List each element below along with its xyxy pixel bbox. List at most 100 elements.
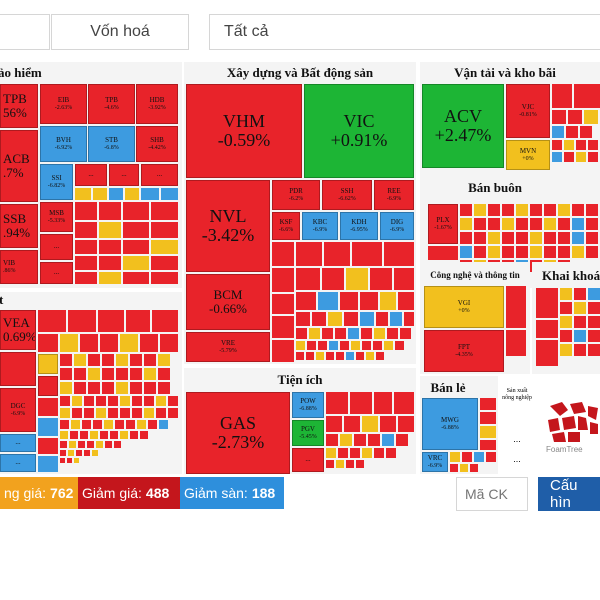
tile-small[interactable]: [114, 441, 121, 448]
tile-ssi[interactable]: SSI -6.82%: [40, 164, 73, 200]
tile-small[interactable]: [506, 330, 526, 356]
tile-small[interactable]: [536, 288, 558, 318]
tile-small[interactable]: [272, 294, 294, 314]
tile-small[interactable]: [158, 368, 170, 380]
tile-tpb[interactable]: TPB -4.6%: [88, 84, 135, 124]
tile-small[interactable]: [560, 288, 572, 300]
tile-small[interactable]: [38, 354, 58, 374]
tile-small[interactable]: [272, 340, 294, 362]
tile-small[interactable]: [38, 334, 58, 352]
tile-small[interactable]: [382, 434, 394, 446]
tile-small[interactable]: [568, 110, 582, 124]
tile-more-h[interactable]: ...: [292, 448, 324, 472]
tile-small[interactable]: [340, 341, 349, 350]
tile-small[interactable]: [574, 288, 586, 300]
tile-small[interactable]: [474, 246, 486, 258]
tile-more-f[interactable]: ...: [0, 434, 36, 452]
tile-small[interactable]: [586, 218, 598, 230]
tile-small[interactable]: [488, 218, 500, 230]
tile-small[interactable]: [398, 292, 414, 310]
tile-small[interactable]: [344, 416, 360, 432]
tile-small[interactable]: [572, 232, 584, 244]
tile-small[interactable]: [144, 382, 156, 394]
tile-small[interactable]: [346, 460, 354, 468]
tile-small[interactable]: [474, 232, 486, 244]
tile-small[interactable]: [428, 246, 458, 260]
tile-mvn[interactable]: MVN +0%: [506, 140, 550, 170]
tile-small[interactable]: [60, 441, 67, 448]
tile-small[interactable]: [574, 84, 600, 108]
tile-small[interactable]: [96, 396, 106, 406]
tile-vjc[interactable]: VJC -0.81%: [506, 84, 550, 138]
tile-small[interactable]: [318, 292, 338, 310]
tile-small[interactable]: [38, 418, 58, 436]
tile-small[interactable]: [140, 334, 158, 352]
tile-small[interactable]: [168, 408, 178, 418]
tile-small[interactable]: [78, 441, 85, 448]
tile-small[interactable]: [156, 396, 166, 406]
tile-small[interactable]: [110, 431, 118, 439]
tile-small[interactable]: [75, 256, 97, 270]
tile-small[interactable]: [116, 382, 128, 394]
more-dots[interactable]: ...: [513, 434, 521, 444]
tile-small[interactable]: [60, 396, 70, 406]
tile-small[interactable]: [502, 232, 514, 244]
tile-small[interactable]: [144, 354, 156, 366]
config-button[interactable]: Cấu hìn: [538, 477, 600, 511]
tile-vea[interactable]: VEA 0.69%: [0, 310, 36, 350]
tile-ksf[interactable]: KSF -6.6%: [272, 212, 300, 240]
tile-small[interactable]: [98, 310, 124, 332]
tile-small[interactable]: [60, 420, 69, 429]
tile-small[interactable]: [350, 448, 360, 458]
tile-small[interactable]: [450, 452, 460, 462]
tile-small[interactable]: [92, 450, 98, 456]
tile-small[interactable]: [340, 292, 358, 310]
tile-small[interactable]: [340, 434, 352, 446]
tile-small[interactable]: [151, 240, 178, 254]
tile-small[interactable]: [544, 218, 556, 230]
tile-small[interactable]: [99, 272, 121, 284]
tile-small[interactable]: [161, 188, 178, 200]
tile-small[interactable]: [123, 202, 149, 220]
tile-small[interactable]: [586, 232, 598, 244]
tile-small[interactable]: [156, 408, 166, 418]
tile-small[interactable]: [354, 434, 366, 446]
tile-small[interactable]: [552, 126, 564, 138]
tile-small[interactable]: [558, 246, 570, 258]
tile-small[interactable]: [450, 464, 458, 472]
tile-small[interactable]: [576, 152, 586, 162]
tile-small[interactable]: [71, 420, 80, 429]
tile-hdb[interactable]: HDB -3.92%: [136, 84, 178, 124]
tile-vgi[interactable]: VGI +0%: [424, 286, 504, 328]
tile-pdr[interactable]: PDR -6.2%: [272, 180, 320, 210]
tile-small[interactable]: [460, 232, 472, 244]
tile-small[interactable]: [132, 396, 142, 406]
tile-small[interactable]: [488, 246, 500, 258]
tile-small[interactable]: [516, 204, 528, 216]
tile-small[interactable]: [82, 420, 91, 429]
tile-small[interactable]: [502, 218, 514, 230]
tile-small[interactable]: [326, 392, 348, 414]
tile-small[interactable]: [72, 396, 82, 406]
tile-small[interactable]: [588, 288, 600, 300]
tile-small[interactable]: [460, 204, 472, 216]
tile-small[interactable]: [326, 416, 342, 432]
tile-small[interactable]: [322, 328, 333, 339]
tile-small[interactable]: [362, 341, 371, 350]
tile-more-g[interactable]: ...: [0, 454, 36, 472]
tile-bcm[interactable]: BCM -0.66%: [186, 274, 270, 330]
tile-small[interactable]: [75, 272, 97, 284]
tile-small[interactable]: [144, 408, 154, 418]
tile-small[interactable]: [75, 202, 97, 220]
tile-small[interactable]: [130, 354, 142, 366]
tile-small[interactable]: [38, 310, 66, 332]
tile-small[interactable]: [152, 310, 178, 332]
tile-small[interactable]: [588, 316, 600, 328]
tile-small[interactable]: [536, 320, 558, 338]
tile-small[interactable]: [307, 341, 316, 350]
tile-small[interactable]: [488, 204, 500, 216]
tile-left-red[interactable]: [0, 352, 36, 386]
tile-small[interactable]: [309, 328, 320, 339]
tile-small[interactable]: [488, 232, 500, 244]
tile-small[interactable]: [60, 382, 72, 394]
